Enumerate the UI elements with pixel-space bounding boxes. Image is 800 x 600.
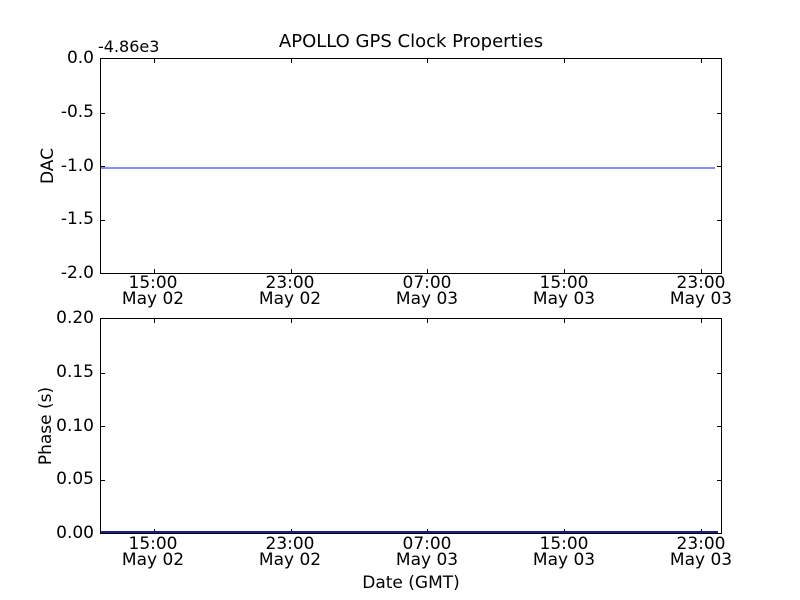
y-tick-label: -0.5 bbox=[60, 102, 94, 122]
x-tick-time: 23:00 bbox=[265, 273, 315, 293]
y-tick-label: -1.0 bbox=[60, 156, 94, 176]
x-tick-label: 23:00 May 03 bbox=[656, 534, 746, 570]
x-tick-date: May 03 bbox=[395, 550, 459, 570]
x-tick-label: 15:00 May 03 bbox=[519, 534, 609, 570]
x-tick bbox=[290, 59, 292, 63]
x-tick-date: May 03 bbox=[532, 289, 596, 309]
x-tick-date: May 02 bbox=[258, 550, 322, 570]
x-tick-date: May 02 bbox=[121, 550, 185, 570]
y-tick bbox=[717, 112, 721, 114]
x-tick bbox=[290, 269, 292, 273]
x-tick-label: 23:00 May 02 bbox=[245, 273, 335, 309]
phase-series-line bbox=[101, 531, 718, 533]
x-tick-time: 15:00 bbox=[539, 534, 589, 554]
x-tick-date: May 03 bbox=[532, 550, 596, 570]
x-tick-date: May 03 bbox=[669, 289, 733, 309]
y-tick bbox=[101, 166, 105, 167]
phase-plot-area bbox=[100, 318, 722, 534]
y-axis-offset-text: -4.86e3 bbox=[98, 37, 160, 56]
x-tick bbox=[701, 269, 703, 273]
x-tick bbox=[427, 269, 429, 273]
x-axis-label: Date (GMT) bbox=[362, 573, 460, 593]
y-tick bbox=[101, 372, 105, 374]
x-tick bbox=[564, 319, 566, 323]
x-tick-label: 15:00 May 02 bbox=[108, 534, 198, 570]
dac-series-line bbox=[101, 167, 715, 169]
y-tick bbox=[101, 219, 105, 221]
x-tick bbox=[427, 319, 429, 323]
x-tick bbox=[701, 319, 703, 323]
y-tick bbox=[717, 372, 721, 374]
x-tick-date: May 03 bbox=[669, 550, 733, 570]
x-tick-time: 15:00 bbox=[128, 273, 178, 293]
y-tick bbox=[101, 426, 105, 427]
y-tick-label: 0.05 bbox=[56, 469, 94, 489]
x-tick-label: 15:00 May 02 bbox=[108, 273, 198, 309]
y-tick bbox=[717, 479, 721, 481]
x-tick-time: 07:00 bbox=[402, 534, 452, 554]
y-tick bbox=[717, 426, 721, 427]
dac-plot-area bbox=[100, 58, 722, 274]
y-tick bbox=[101, 479, 105, 481]
x-tick-label: 23:00 May 03 bbox=[656, 273, 746, 309]
x-tick-time: 23:00 bbox=[676, 273, 726, 293]
chart-title: APOLLO GPS Clock Properties bbox=[278, 31, 544, 52]
y-tick-label: 0.15 bbox=[56, 362, 94, 382]
y-tick-label: -2.0 bbox=[60, 263, 94, 283]
x-tick bbox=[153, 319, 155, 323]
x-tick-label: 15:00 May 03 bbox=[519, 273, 609, 309]
x-tick-label: 07:00 May 03 bbox=[382, 534, 472, 570]
x-tick-time: 07:00 bbox=[402, 273, 452, 293]
x-tick-time: 23:00 bbox=[265, 534, 315, 554]
y-tick bbox=[717, 166, 721, 167]
y-tick-label: 0.0 bbox=[66, 48, 94, 68]
y-tick-label: -1.5 bbox=[60, 209, 94, 229]
y-tick-label: 0.10 bbox=[56, 416, 94, 436]
x-tick-label: 23:00 May 02 bbox=[245, 534, 335, 570]
x-tick bbox=[564, 59, 566, 63]
x-tick bbox=[701, 59, 703, 63]
x-tick-time: 15:00 bbox=[539, 273, 589, 293]
x-tick bbox=[564, 269, 566, 273]
x-tick bbox=[290, 319, 292, 323]
x-tick-date: May 02 bbox=[258, 289, 322, 309]
x-tick-label: 07:00 May 03 bbox=[382, 273, 472, 309]
y-tick bbox=[101, 112, 105, 114]
x-tick-time: 15:00 bbox=[128, 534, 178, 554]
y-tick bbox=[717, 219, 721, 221]
y-tick-label: 0.00 bbox=[56, 523, 94, 543]
x-tick-date: May 02 bbox=[121, 289, 185, 309]
x-tick-time: 23:00 bbox=[676, 534, 726, 554]
y-tick-label: 0.20 bbox=[56, 308, 94, 328]
x-tick bbox=[153, 59, 155, 63]
x-tick-date: May 03 bbox=[395, 289, 459, 309]
x-tick bbox=[427, 59, 429, 63]
x-tick bbox=[153, 269, 155, 273]
